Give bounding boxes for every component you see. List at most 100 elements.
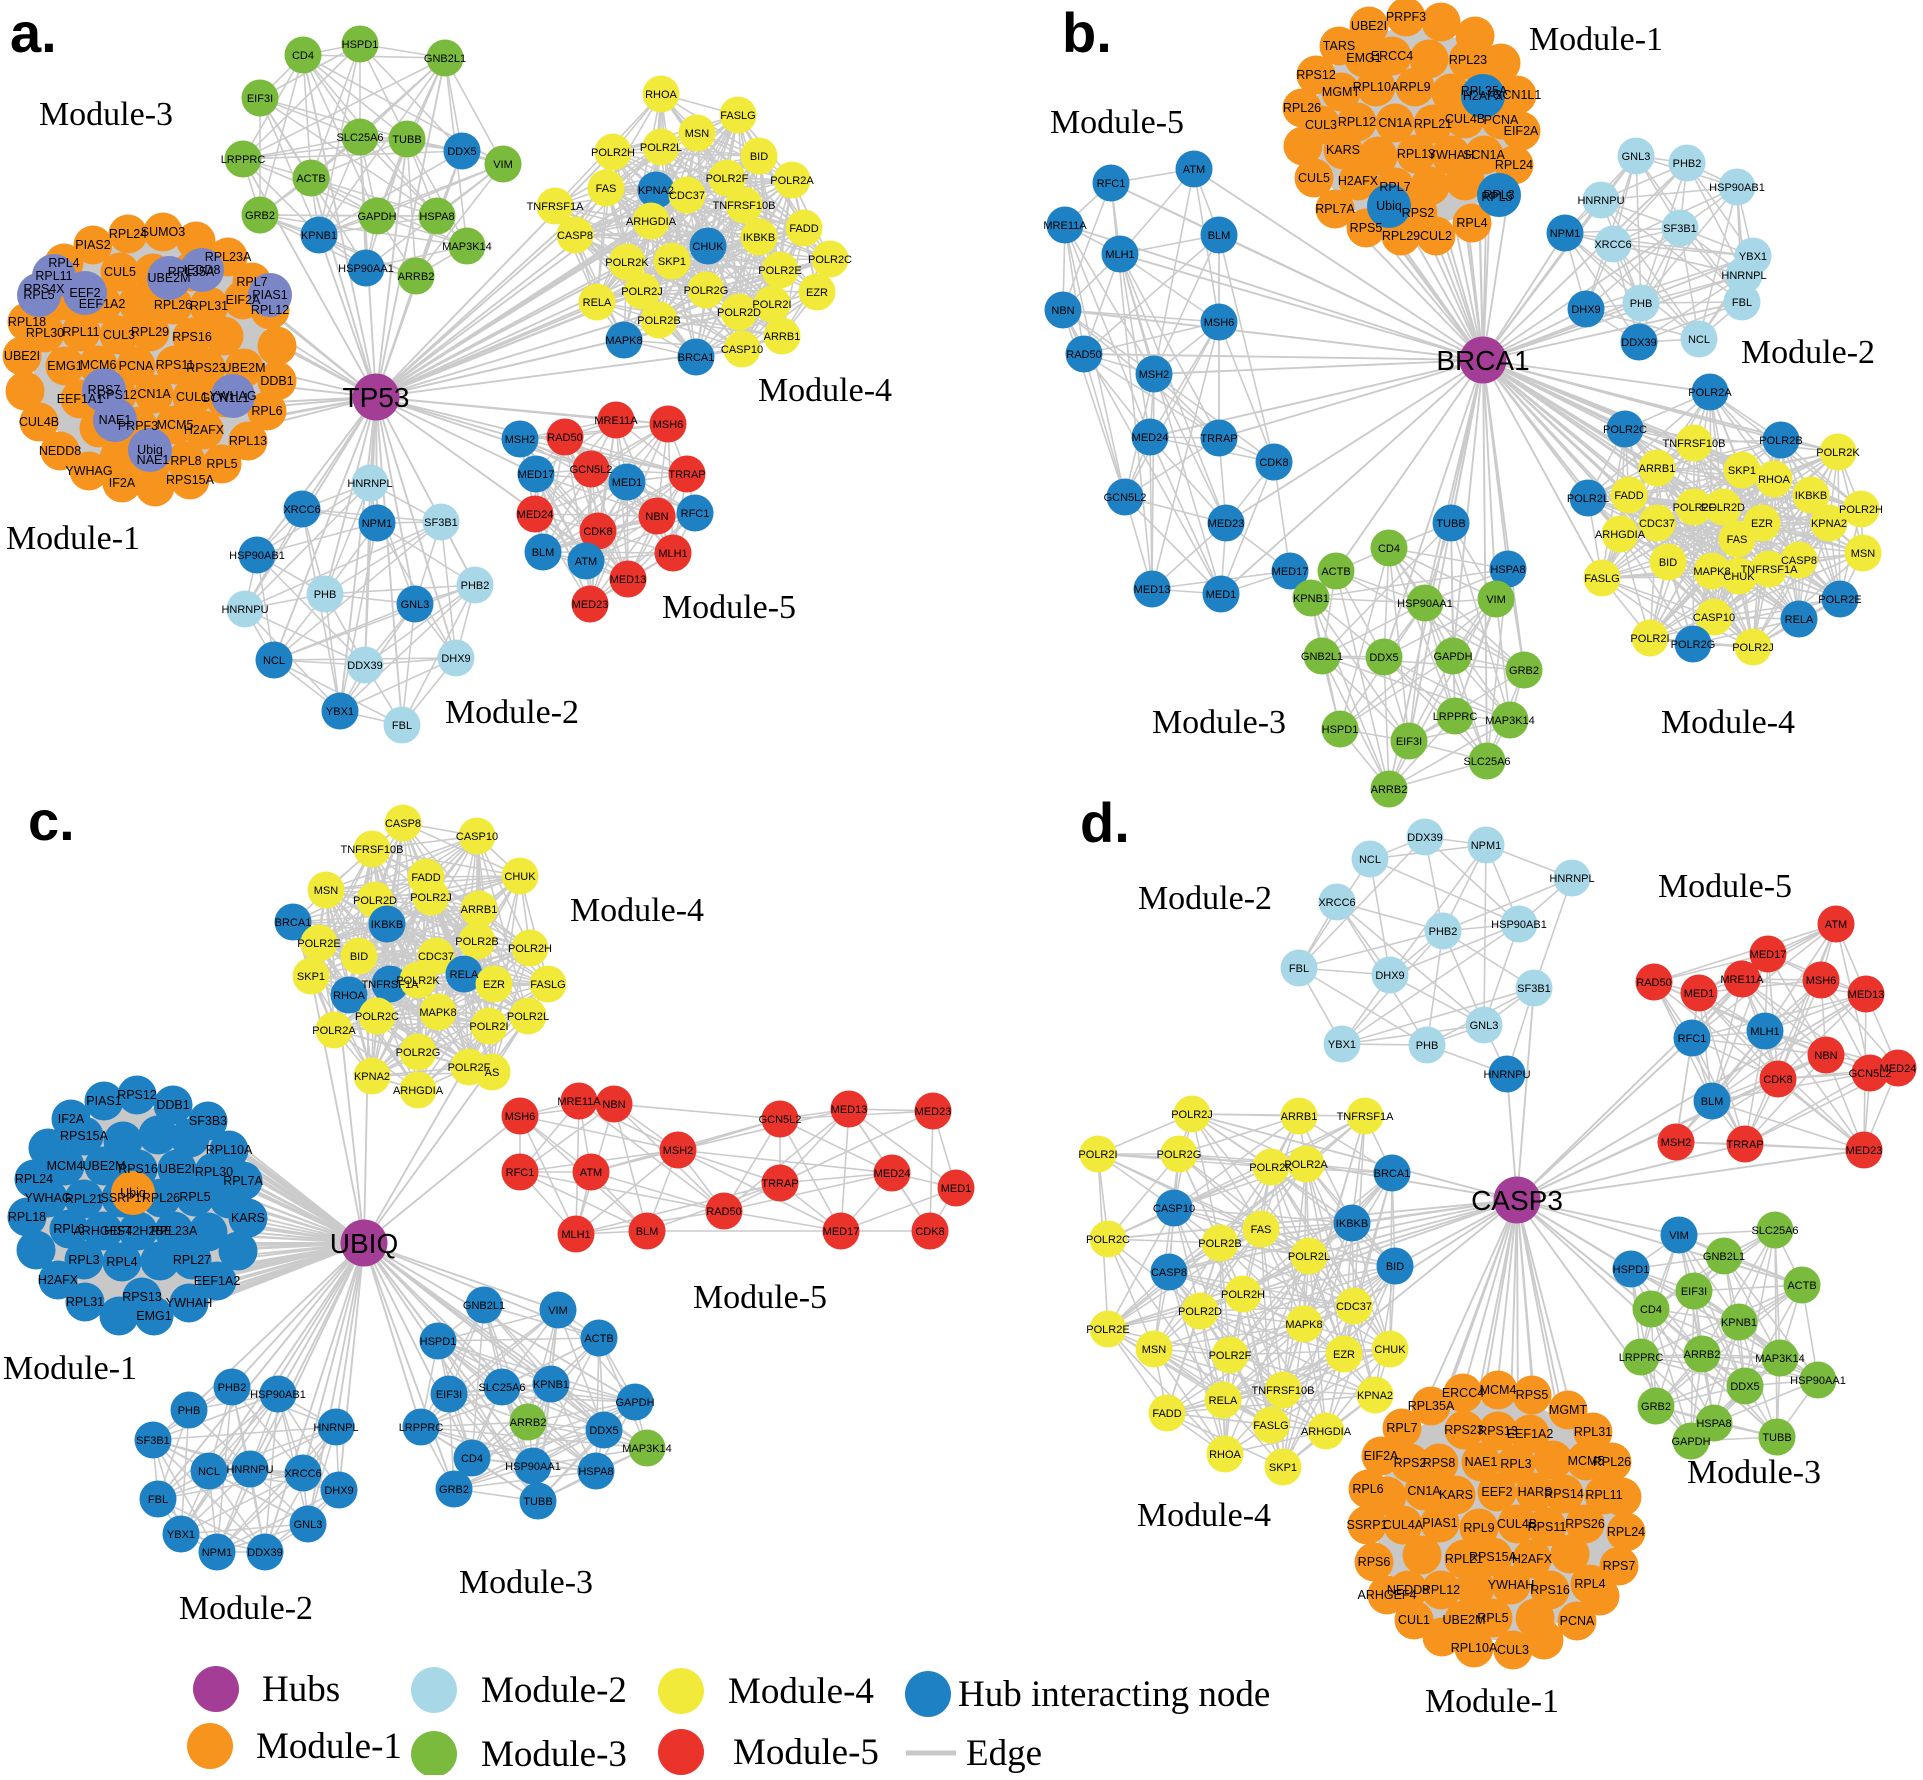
svg-text:DDB1: DDB1 (260, 374, 293, 388)
svg-text:IKBKB: IKBKB (743, 232, 775, 244)
svg-text:BRCA1: BRCA1 (275, 917, 312, 929)
svg-text:Module-1: Module-1 (1425, 1683, 1559, 1720)
svg-text:CUL3: CUL3 (1497, 1643, 1529, 1657)
svg-text:FASLG: FASLG (720, 110, 755, 122)
svg-text:EMG1: EMG1 (136, 1309, 171, 1323)
svg-text:RPL4: RPL4 (106, 1255, 137, 1269)
svg-text:RPS12: RPS12 (117, 1088, 157, 1102)
svg-text:TRRAP: TRRAP (1726, 1139, 1763, 1151)
svg-text:GNB2L1: GNB2L1 (424, 53, 466, 65)
svg-text:Module-2: Module-2 (445, 694, 579, 731)
svg-text:RPL4: RPL4 (1456, 216, 1487, 230)
svg-text:ARHGDIA: ARHGDIA (1595, 529, 1646, 541)
svg-text:HSP90AB1: HSP90AB1 (1491, 919, 1547, 931)
svg-text:SKP1: SKP1 (1269, 1462, 1297, 1474)
svg-text:POLR2A: POLR2A (770, 175, 814, 187)
svg-text:RPL35A: RPL35A (168, 265, 215, 279)
svg-text:RPL18: RPL18 (8, 1210, 46, 1224)
svg-text:ARRB1: ARRB1 (461, 904, 498, 916)
svg-text:Module-1: Module-1 (6, 520, 140, 557)
svg-text:RPS6: RPS6 (1358, 1555, 1391, 1569)
svg-text:RPL13: RPL13 (1397, 147, 1435, 161)
svg-text:TP53: TP53 (343, 382, 410, 413)
svg-text:MSH6: MSH6 (1806, 975, 1837, 987)
svg-text:CDC37: CDC37 (1336, 1301, 1372, 1313)
svg-text:EZR: EZR (1751, 518, 1773, 530)
svg-text:RPL5: RPL5 (206, 457, 237, 471)
svg-text:MLH1: MLH1 (658, 548, 687, 560)
svg-text:PHB2: PHB2 (1429, 926, 1458, 938)
svg-text:RFC1: RFC1 (1678, 1033, 1707, 1045)
svg-text:POLR2D: POLR2D (1701, 502, 1745, 514)
svg-text:HSPA8: HSPA8 (1696, 1418, 1731, 1430)
svg-text:SLC25A6: SLC25A6 (1751, 1225, 1798, 1237)
svg-text:PIAS1: PIAS1 (252, 288, 287, 302)
svg-text:Module-2: Module-2 (179, 1590, 313, 1627)
svg-text:DDX39: DDX39 (1621, 337, 1656, 349)
svg-text:MED24: MED24 (1132, 432, 1169, 444)
svg-text:POLR2A: POLR2A (312, 1025, 356, 1037)
svg-text:Module-3: Module-3 (39, 96, 173, 133)
svg-text:CN1A: CN1A (137, 387, 171, 401)
svg-text:MCM4: MCM4 (47, 1159, 84, 1173)
svg-text:UBE2I: UBE2I (159, 1162, 195, 1176)
svg-text:PHB2: PHB2 (218, 1382, 247, 1394)
svg-text:DDX39: DDX39 (347, 660, 382, 672)
svg-text:RPL29: RPL29 (131, 325, 169, 339)
svg-text:RPL11: RPL11 (62, 325, 99, 339)
svg-text:MCM4: MCM4 (1480, 1383, 1517, 1397)
svg-text:DDX5: DDX5 (1369, 652, 1398, 664)
svg-text:MSH2: MSH2 (1661, 1137, 1692, 1149)
svg-text:SKP1: SKP1 (297, 971, 325, 983)
svg-text:NBN: NBN (1814, 1050, 1837, 1062)
svg-text:CASP8: CASP8 (1781, 555, 1817, 567)
svg-text:EIF3I: EIF3I (247, 93, 273, 105)
svg-text:RPL31: RPL31 (190, 299, 228, 313)
svg-text:RPL7: RPL7 (236, 275, 267, 289)
svg-text:TNFRSF10B: TNFRSF10B (1252, 1385, 1315, 1397)
svg-text:KPNB1: KPNB1 (533, 1379, 569, 1391)
svg-text:Module-3: Module-3 (1152, 704, 1286, 741)
svg-text:PRPF3: PRPF3 (1386, 10, 1426, 24)
svg-text:RPS16: RPS16 (118, 1162, 158, 1176)
svg-text:Module-4: Module-4 (570, 892, 704, 929)
svg-text:MRE11A: MRE11A (557, 1096, 601, 1108)
svg-text:SF3B1: SF3B1 (424, 517, 458, 529)
svg-text:RPL8: RPL8 (170, 454, 201, 468)
svg-text:BID: BID (1659, 557, 1677, 569)
svg-text:RPS26: RPS26 (1565, 1517, 1605, 1531)
svg-text:POLR2D: POLR2D (717, 307, 761, 319)
svg-text:d.: d. (1080, 791, 1130, 854)
svg-text:KPNB1: KPNB1 (1293, 593, 1329, 605)
svg-text:POLR2I: POLR2I (752, 299, 791, 311)
svg-text:GNL3: GNL3 (294, 1519, 323, 1531)
svg-text:POLR2H: POLR2H (508, 943, 552, 955)
svg-text:RFC1: RFC1 (1097, 178, 1126, 190)
svg-text:c.: c. (28, 789, 75, 852)
svg-text:FAS: FAS (596, 183, 617, 195)
svg-text:MAPK8: MAPK8 (1693, 566, 1730, 578)
svg-text:Module-1: Module-1 (3, 1350, 137, 1387)
svg-text:RPL23: RPL23 (1449, 53, 1487, 67)
svg-text:RAD50: RAD50 (1066, 349, 1101, 361)
svg-text:RPL30: RPL30 (26, 326, 64, 340)
svg-text:GAPDH: GAPDH (615, 1397, 654, 1409)
svg-text:HARS: HARS (1518, 1485, 1553, 1499)
svg-text:KPNA2: KPNA2 (638, 185, 674, 197)
svg-text:POLR2E: POLR2E (1086, 1324, 1129, 1336)
svg-text:FBL: FBL (148, 1494, 168, 1506)
svg-text:GAPDH: GAPDH (357, 211, 396, 223)
svg-text:MLH1: MLH1 (561, 1229, 590, 1241)
svg-text:GRB2: GRB2 (1641, 1401, 1671, 1413)
svg-text:POLR2L: POLR2L (507, 1011, 549, 1023)
svg-text:FADD: FADD (411, 872, 440, 884)
svg-text:H2AFX: H2AFX (1512, 1552, 1553, 1566)
svg-text:BID: BID (750, 151, 768, 163)
svg-text:RPL35A: RPL35A (1461, 84, 1508, 98)
svg-text:Module-1: Module-1 (1529, 21, 1663, 58)
svg-text:GRB2: GRB2 (1509, 665, 1539, 677)
svg-text:ERCC4: ERCC4 (1442, 1386, 1484, 1400)
svg-text:FASLG: FASLG (530, 979, 565, 991)
svg-text:NCL: NCL (198, 1466, 220, 1478)
svg-text:HNRNPL: HNRNPL (347, 478, 392, 490)
